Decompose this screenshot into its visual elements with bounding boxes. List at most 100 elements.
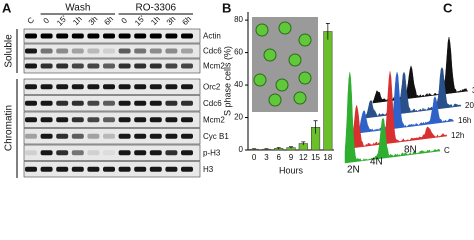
blot-band xyxy=(41,84,53,89)
blot-band xyxy=(72,167,84,172)
x-tick-label: 6 xyxy=(276,153,281,162)
blot-band xyxy=(87,167,99,172)
blot-band xyxy=(72,134,84,139)
blot-band xyxy=(72,150,84,155)
y-axis-label: S phase cells (%) xyxy=(222,46,232,116)
lane-label: 3h xyxy=(165,14,178,27)
blot-band xyxy=(119,34,131,39)
bar xyxy=(324,31,333,150)
blot-band xyxy=(150,101,162,106)
row-label: Cdc6 xyxy=(203,47,222,56)
y-tick-label: 40 xyxy=(234,80,243,89)
blot-band xyxy=(56,167,68,172)
blot-band xyxy=(165,150,177,155)
inset-cell xyxy=(269,94,281,106)
blot-band xyxy=(181,34,193,39)
ploidy-label: 8N xyxy=(404,145,417,156)
sample-label: C xyxy=(444,146,450,155)
lane-label: 0 xyxy=(42,16,52,26)
inset-cell xyxy=(264,49,276,61)
x-tick-label: 3 xyxy=(264,153,269,162)
blot-band xyxy=(103,150,115,155)
blot-band xyxy=(134,134,146,139)
blot-band xyxy=(181,150,193,155)
blot-band xyxy=(119,134,131,139)
blot-band xyxy=(103,134,115,139)
sample-label: 12h xyxy=(451,131,464,140)
row-label: Actin xyxy=(203,32,221,41)
blot-band xyxy=(150,64,162,69)
blot-band xyxy=(119,64,131,69)
row-label: Cdc6 xyxy=(203,99,222,108)
blot-band xyxy=(134,150,146,155)
group-label: Wash xyxy=(65,3,90,14)
blot-band xyxy=(165,167,177,172)
inset-cell xyxy=(256,24,268,36)
x-axis-label: Hours xyxy=(279,165,304,175)
blot-band xyxy=(181,84,193,89)
blot-band xyxy=(150,150,162,155)
row-label: Cyc B1 xyxy=(203,132,229,141)
panel-label: C xyxy=(443,0,453,15)
blot-band xyxy=(165,101,177,106)
x-tick-label: 9 xyxy=(289,153,294,162)
blot-band xyxy=(150,84,162,89)
blot-band xyxy=(165,49,177,54)
blot-band xyxy=(25,84,37,89)
blot-band xyxy=(25,64,37,69)
blot-band xyxy=(25,101,37,106)
blot-band xyxy=(181,101,193,106)
blot-band xyxy=(103,167,115,172)
blot-band xyxy=(134,49,146,54)
y-tick-label: 20 xyxy=(234,113,243,122)
blot-band xyxy=(41,134,53,139)
inset-cell xyxy=(289,54,301,66)
blot-band xyxy=(181,117,193,122)
blot-band xyxy=(25,134,37,139)
figure: A Wash RO-3306C 0 15' 1h 3h 6h 0 15' 1h 3h 6hActinCd… xyxy=(0,0,474,181)
blot-band xyxy=(181,167,193,172)
blot-band xyxy=(103,34,115,39)
blot-band xyxy=(119,49,131,54)
row-label: Orc2 xyxy=(203,82,221,91)
blot-band xyxy=(25,117,37,122)
blot-band xyxy=(103,84,115,89)
blot-band xyxy=(103,64,115,69)
blot-band xyxy=(41,49,53,54)
blot-band xyxy=(87,64,99,69)
blot-band xyxy=(134,34,146,39)
blot-band xyxy=(103,117,115,122)
ploidy-label: 4N xyxy=(370,157,383,168)
row-label: p-H3 xyxy=(203,148,221,157)
blot-band xyxy=(56,101,68,106)
blot-band xyxy=(87,84,99,89)
inset-cell xyxy=(254,74,266,86)
blot-band xyxy=(165,84,177,89)
inset-cell xyxy=(276,79,288,91)
blot-band xyxy=(87,117,99,122)
blot-band xyxy=(56,64,68,69)
blot-band xyxy=(119,117,131,122)
panel-label: A xyxy=(2,0,12,15)
blot-band xyxy=(41,101,53,106)
blot-band xyxy=(56,150,68,155)
fraction-label: Chromatin xyxy=(4,105,15,151)
blot-band xyxy=(25,49,37,54)
ploidy-label: 2N xyxy=(347,165,360,176)
inset-cell xyxy=(279,22,291,34)
blot-band xyxy=(150,167,162,172)
blot-band xyxy=(150,49,162,54)
sample-label: 20h xyxy=(465,101,474,110)
inset-cell xyxy=(299,72,311,84)
fraction-label: Soluble xyxy=(4,34,15,68)
lane-label: 15' xyxy=(133,14,147,28)
lane-label: 0 xyxy=(120,16,130,26)
blot-band xyxy=(119,84,131,89)
blot-band xyxy=(119,150,131,155)
blot-band xyxy=(150,34,162,39)
blot-band xyxy=(87,101,99,106)
blot-band xyxy=(41,150,53,155)
blot-band xyxy=(181,134,193,139)
blot-band xyxy=(150,134,162,139)
lane-label: C xyxy=(25,15,36,26)
